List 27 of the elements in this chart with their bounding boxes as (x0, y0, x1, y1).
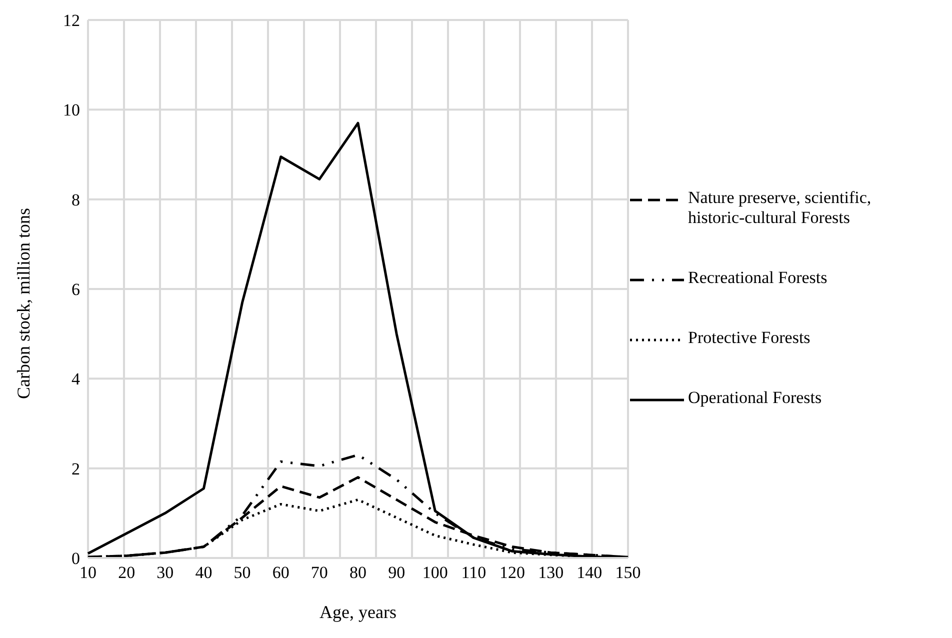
legend-label: Protective Forests (688, 328, 810, 348)
legend-label: Recreational Forests (688, 268, 828, 288)
x-tick-label: 20 (118, 563, 136, 582)
legend-label: Nature preserve, scientific, historic-cultural Forests (688, 188, 872, 228)
y-tick-label: 8 (72, 190, 80, 210)
x-tick-label: 130 (538, 563, 564, 582)
y-tick-label: 4 (72, 370, 80, 389)
x-axis-title: Age, years (320, 602, 396, 622)
y-axis-title: Carbon stock, million tons (13, 208, 34, 399)
y-tick-label: 6 (72, 280, 80, 300)
x-tick-label: 70 (310, 563, 328, 582)
y-tick-label: 2 (72, 459, 80, 478)
x-tick-label: 120 (500, 563, 526, 582)
x-tick-label: 100 (422, 563, 448, 582)
x-tick-label: 90 (388, 563, 406, 582)
x-tick-label: 80 (350, 563, 366, 582)
y-tick-label: 0 (72, 549, 80, 568)
x-tick-label: 110 (461, 563, 486, 582)
x-tick-label: 40 (195, 563, 212, 582)
x-tick-label: 30 (156, 563, 174, 582)
x-tick-label: 150 (615, 563, 641, 582)
x-tick-label: 140 (576, 563, 602, 582)
x-tick-label: 50 (234, 563, 251, 582)
x-tick-label: 60 (272, 563, 290, 582)
y-tick-label: 12 (63, 11, 80, 30)
y-tick-label: 10 (63, 100, 80, 120)
legend-label: Operational Forests (688, 388, 822, 408)
